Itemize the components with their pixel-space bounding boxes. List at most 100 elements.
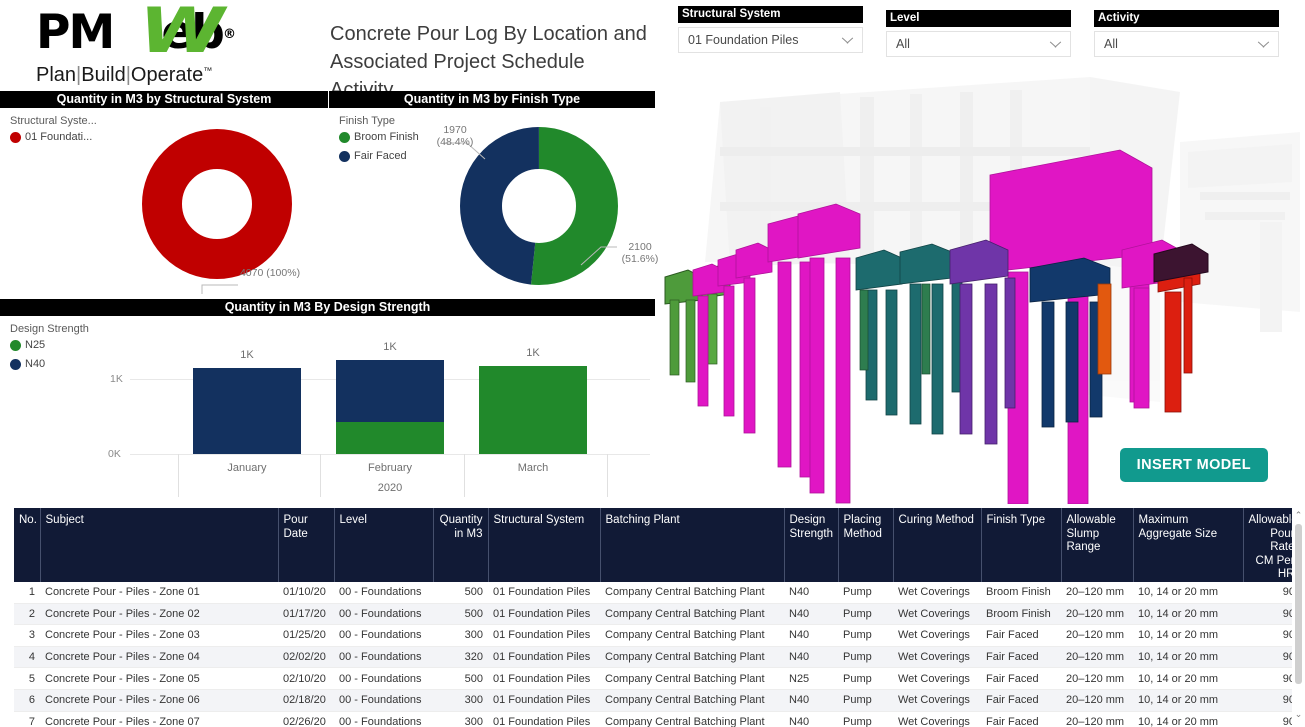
column-header-slump[interactable]: Allowable Slump Range: [1061, 508, 1134, 582]
scroll-down-icon[interactable]: ⌄: [1294, 709, 1303, 719]
pour-log-grid: No. Subject Pour Date Level Quantity in M3 Str…: [14, 508, 1301, 727]
cell-placing: Pump: [838, 603, 893, 626]
filter-dropdown-structural-system[interactable]: 01 Foundation Piles: [678, 27, 863, 53]
cell-aggregate: 10, 14 or 20 mm: [1133, 689, 1243, 712]
chevron-down-icon[interactable]: [1258, 40, 1269, 51]
tagline-build: Build: [81, 64, 126, 86]
concrete-pour-log-table[interactable]: No. Subject Pour Date Level Quantity in M3 Str…: [14, 508, 1305, 727]
bar-chart-plot-area[interactable]: Design Strength N25 N40 1K 0K 1K January: [0, 316, 655, 499]
cell-placing: Pump: [838, 711, 893, 727]
legend-title-finish-type: Finish Type: [339, 115, 396, 127]
column-header-qty[interactable]: Quantity in M3: [433, 508, 489, 582]
bar-february-n40[interactable]: [336, 360, 444, 422]
legend-title-design-strength: Design Strength: [10, 323, 89, 335]
donut-leader-line-ft-1: [580, 246, 617, 266]
column-header-no[interactable]: No.: [14, 508, 41, 582]
filter-activity: Activity All: [1094, 8, 1279, 57]
cell-subject: Concrete Pour - Piles - Zone 01: [40, 581, 278, 604]
legend-item-design-strength-0[interactable]: N25: [10, 339, 655, 351]
cell-struct: 01 Foundation Piles: [488, 624, 600, 647]
legend-swatch-icon: [339, 131, 350, 143]
cell-curing: Wet Coverings: [893, 603, 981, 626]
column-header-finish[interactable]: Finish Type: [981, 508, 1062, 582]
column-header-strength[interactable]: Design Strength: [784, 508, 839, 582]
column-header-aggregate[interactable]: Maximum Aggregate Size: [1133, 508, 1244, 582]
chart-quantity-by-finish-type[interactable]: Quantity in M3 by Finish Type Finish Typ…: [329, 91, 658, 291]
chart-title-finish-type: Quantity in M3 by Finish Type: [329, 91, 655, 108]
table-row[interactable]: 5 Concrete Pour - Piles - Zone 05 02/10/20…: [14, 667, 1300, 690]
column-header-pourrate[interactable]: Allowable Pour Rate CM Per HR: [1243, 508, 1301, 582]
scroll-up-icon[interactable]: ⌃: [1294, 510, 1303, 520]
cell-pourrate: 90: [1243, 581, 1300, 604]
bar-february-n25[interactable]: [336, 422, 444, 454]
donut-percent-ft-0: (51.6%): [621, 253, 659, 265]
chevron-down-icon[interactable]: [1050, 40, 1061, 51]
legend-label: 01 Foundati...: [25, 131, 93, 143]
x-tick-label-january: January: [227, 462, 267, 474]
column-header-level[interactable]: Level: [334, 508, 434, 582]
scrollbar-thumb[interactable]: [1295, 524, 1302, 684]
cell-level: 00 - Foundations: [334, 646, 433, 669]
cell-curing: Wet Coverings: [893, 667, 981, 690]
insert-model-button[interactable]: INSERT MODEL: [1119, 448, 1268, 482]
pmweb-logo: PMWeb W ® Plan|Build|Operate™: [36, 0, 296, 86]
cell-pourrate: 90: [1243, 711, 1300, 727]
table-row[interactable]: 2 Concrete Pour - Piles - Zone 02 01/17/20…: [14, 603, 1300, 626]
cell-level: 00 - Foundations: [334, 624, 433, 647]
cell-struct: 01 Foundation Piles: [488, 711, 600, 727]
donut-value-ft-1: 1970: [443, 124, 467, 136]
cell-pour_date: 02/02/20: [278, 646, 334, 669]
filter-dropdown-activity[interactable]: All: [1094, 31, 1279, 57]
donut-finish-type[interactable]: [459, 126, 619, 286]
chart-quantity-by-design-strength[interactable]: Quantity in M3 By Design Strength Design…: [0, 299, 655, 499]
y-tick-label-0k: 0K: [108, 448, 121, 460]
donut-data-label-ss-0: 4070 (100%): [239, 267, 301, 279]
bar-january-n40[interactable]: [193, 368, 301, 454]
cell-slump: 20–120 mm: [1061, 667, 1133, 690]
table-vertical-scrollbar[interactable]: ⌃ ⌄: [1292, 508, 1305, 727]
bar-total-january: 1K: [240, 349, 254, 361]
cell-finish: Fair Faced: [981, 667, 1061, 690]
cell-strength: N40: [784, 646, 838, 669]
column-header-curing[interactable]: Curing Method: [893, 508, 982, 582]
legend-item-finish-type-0[interactable]: Broom Finish: [339, 131, 655, 143]
legend-item-structural-system-0[interactable]: 01 Foundati...: [10, 131, 328, 143]
cell-pourrate: 90: [1243, 646, 1300, 669]
donut-value-ft-0: 2100: [628, 241, 652, 253]
cell-plant: Company Central Batching Plant: [600, 624, 784, 647]
legend-item-finish-type-1[interactable]: Fair Faced: [339, 150, 655, 162]
donut-structural-system[interactable]: [142, 129, 292, 279]
chart-quantity-by-structural-system[interactable]: Quantity in M3 by Structural System Stru…: [0, 91, 328, 294]
cell-finish: Fair Faced: [981, 711, 1061, 727]
column-header-pour_date[interactable]: Pour Date: [278, 508, 335, 582]
bar-march-n25[interactable]: [479, 366, 587, 454]
filter-value-level: All: [896, 37, 910, 51]
table-row[interactable]: 4 Concrete Pour - Piles - Zone 04 02/02/20…: [14, 646, 1300, 669]
cell-placing: Pump: [838, 624, 893, 647]
filter-value-activity: All: [1104, 37, 1118, 51]
filter-dropdown-level[interactable]: All: [886, 31, 1071, 57]
table-row[interactable]: 1 Concrete Pour - Piles - Zone 01 01/10/20…: [14, 581, 1300, 604]
bim-model-graphic[interactable]: [660, 72, 1305, 504]
column-header-plant[interactable]: Batching Plant: [600, 508, 785, 582]
donut-data-label-ft-fair-faced: 1970 (48.4%): [427, 124, 483, 148]
logo-green-w: W: [139, 0, 225, 67]
chevron-down-icon[interactable]: [842, 36, 853, 47]
x-tick-label-february: February: [367, 462, 413, 474]
filter-label-level: Level: [886, 10, 1071, 27]
column-header-placing[interactable]: Placing Method: [838, 508, 894, 582]
table-row[interactable]: 6 Concrete Pour - Piles - Zone 06 02/18/20…: [14, 689, 1300, 712]
model-viewer[interactable]: INSERT MODEL: [660, 72, 1305, 504]
cell-pour_date: 02/18/20: [278, 689, 334, 712]
column-header-subject[interactable]: Subject: [40, 508, 279, 582]
legend-item-design-strength-1[interactable]: N40: [10, 358, 655, 370]
table-row[interactable]: 7 Concrete Pour - Piles - Zone 07 02/26/20…: [14, 711, 1300, 727]
cell-curing: Wet Coverings: [893, 711, 981, 727]
cell-pour_date: 02/26/20: [278, 711, 334, 727]
piles-group: [664, 149, 1209, 504]
donut-percent-ft-1: (48.4%): [436, 136, 474, 148]
cell-qty: 500: [433, 581, 488, 604]
table-row[interactable]: 3 Concrete Pour - Piles - Zone 03 01/25/20…: [14, 624, 1300, 647]
column-header-struct[interactable]: Structural System: [488, 508, 601, 582]
